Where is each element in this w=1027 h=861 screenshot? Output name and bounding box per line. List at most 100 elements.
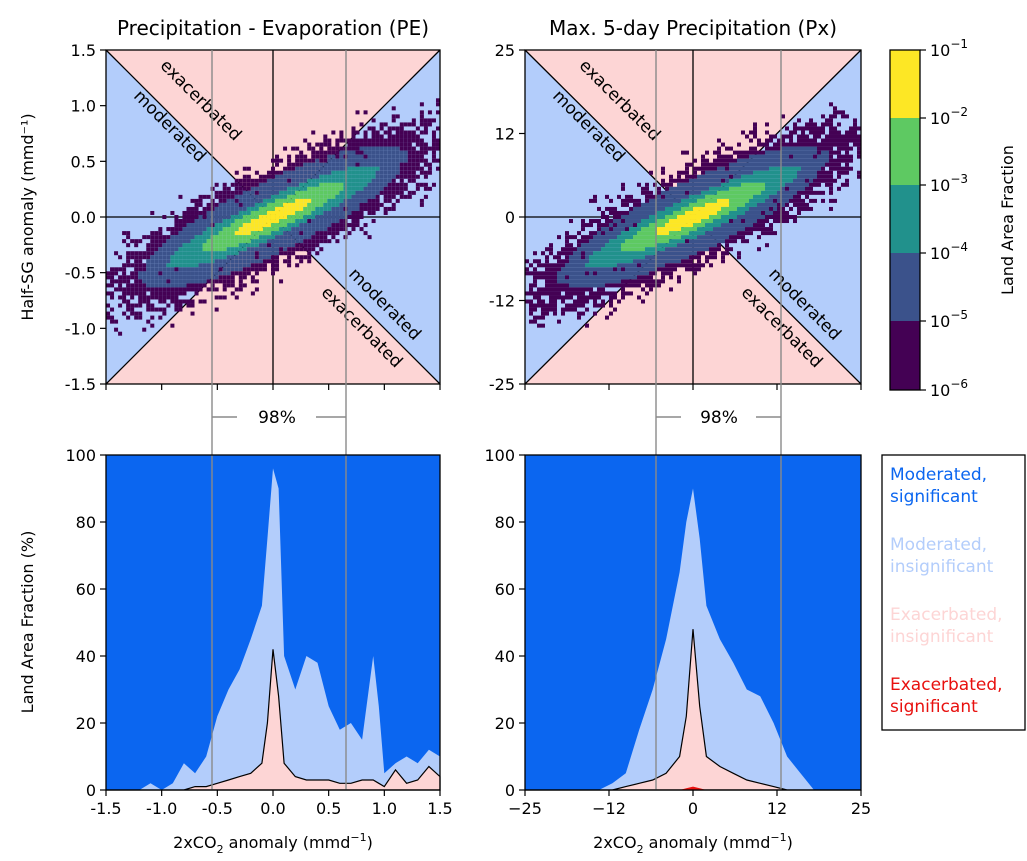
heat-cell [701,215,705,219]
heat-cell [813,154,817,159]
heat-cell [557,251,561,256]
heat-cell [319,170,324,175]
heat-cell [605,223,609,228]
heat-cell [769,174,773,179]
heat-cell [383,142,388,147]
heat-cell [721,206,725,211]
heat-cell [693,243,697,248]
heat-cell [545,263,549,268]
heat-cell [138,239,143,244]
heat-cell [351,134,356,139]
heat-cell [725,174,729,179]
heat-cell [665,247,669,252]
heat-cell [174,291,179,296]
heat-cell [395,126,400,131]
heat-cell [613,247,617,252]
heat-cell [234,239,239,244]
heat-cell [287,170,292,175]
heat-cell [565,247,569,252]
heat-cell [789,190,793,195]
heat-cell [407,194,412,199]
heat-cell [162,255,167,260]
heat-cell [845,170,849,175]
heat-cell [198,287,203,292]
heat-cell [569,295,573,300]
heat-cell [202,231,207,236]
heat-cell [573,283,577,288]
heat-cell [617,299,621,304]
heat-cell [593,295,597,300]
heat-cell [609,291,613,296]
heat-cell [801,150,805,155]
heat-cell [303,194,308,199]
heat-cell [761,219,765,224]
heat-cell [419,202,424,207]
heat-cell [825,134,829,139]
heat-cell [266,219,271,224]
heat-cell [853,122,857,127]
heat-cell [146,303,151,308]
heat-cell [371,126,376,131]
heat-cell [174,239,179,244]
heat-cell [194,202,199,207]
heat-cell [178,263,183,268]
heat-cell [275,186,280,191]
heat-cell [150,303,155,308]
heat-cell [553,287,557,292]
heat-cell [122,311,127,316]
heat-cell [403,142,408,147]
heat-cell [287,239,292,244]
heat-cell [174,247,179,252]
heat-cell [765,219,769,224]
heat-cell [419,142,424,147]
heat-cell [234,267,239,272]
heat-cell [319,239,324,244]
heat-cell [142,235,147,240]
heat-cell [661,251,665,256]
heat-cell [597,243,601,248]
heat-cell [355,150,360,155]
heat-cell [214,190,219,195]
heat-cell [673,231,677,236]
heat-cell [581,287,585,292]
heat-cell [781,114,785,119]
heat-cell [649,198,653,203]
heat-cell [246,182,251,187]
heat-cell [781,174,785,179]
heat-cell [395,138,400,143]
heat-cell [246,166,251,171]
heat-cell [327,142,332,147]
heat-cell [609,227,613,232]
heat-cell [585,235,589,240]
heat-cell [399,130,404,135]
heat-cell [681,227,685,232]
heat-cell [262,255,267,260]
heat-cell [214,275,219,280]
heat-cell [246,198,251,203]
heat-cell [250,206,255,211]
heat-cell [347,150,352,155]
heat-cell [729,210,733,215]
heat-cell [565,307,569,312]
heat-cell [657,279,661,284]
heat-cell [681,235,685,240]
heat-cell [250,227,255,232]
heat-cell [709,227,713,232]
heat-cell [753,215,757,219]
heat-cell [238,239,243,244]
heat-cell [601,259,605,264]
heat-cell [355,190,360,195]
heat-cell [222,202,227,207]
heat-cell [146,283,151,288]
heat-cell [765,190,769,195]
heat-cell [709,186,713,191]
heat-cell [813,122,817,127]
pe-x-label-6: 1.5 [427,799,452,818]
heat-cell [246,227,251,232]
heat-cell [625,271,629,276]
heat-cell [689,190,693,195]
colorbar-seg-3 [890,185,920,253]
heat-cell [589,279,593,284]
heat-cell [645,255,649,260]
heat-cell [190,279,195,284]
